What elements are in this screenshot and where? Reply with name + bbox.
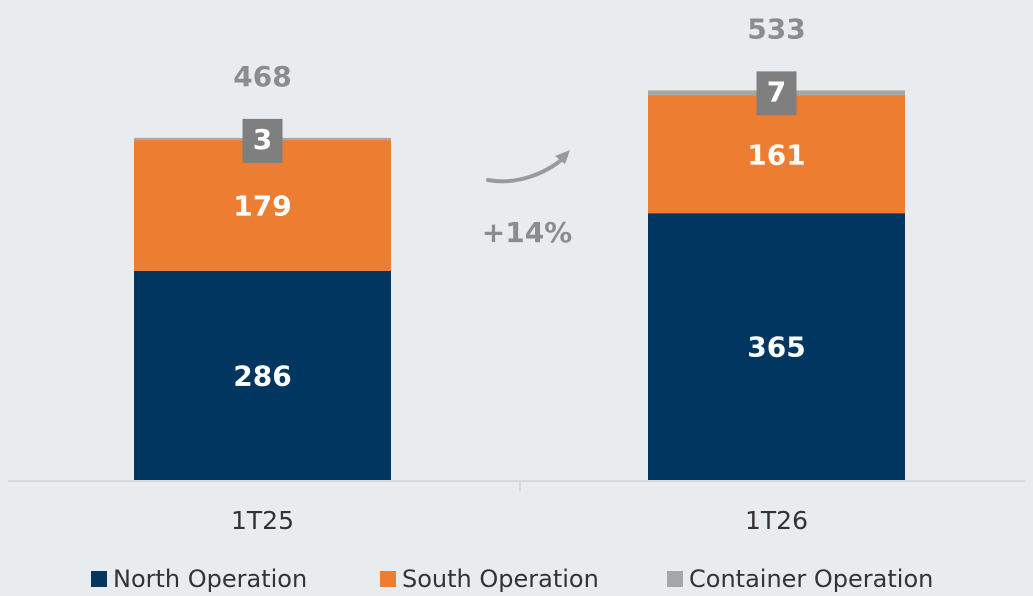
annotation: +14% <box>482 216 572 249</box>
legend-swatch <box>667 571 683 587</box>
growth-arrow <box>486 154 568 184</box>
bar-segment <box>134 270 391 480</box>
value-label: 3 <box>253 123 272 156</box>
legend-label: North Operation <box>113 565 307 593</box>
value-label-box <box>756 71 797 116</box>
x-tick-label: 1T26 <box>745 506 808 535</box>
value-label: 286 <box>233 359 291 392</box>
value-label-box <box>242 118 283 163</box>
value-label: 7 <box>767 75 786 108</box>
total-label: 468 <box>233 60 291 93</box>
value-label: 365 <box>747 331 805 364</box>
value-label: 179 <box>233 190 291 223</box>
legend-swatch <box>380 571 396 587</box>
total-label: 533 <box>747 12 805 45</box>
legend-label: South Operation <box>402 565 599 593</box>
legend-swatch <box>91 571 107 587</box>
bar-segment <box>648 213 905 480</box>
value-label: 161 <box>747 138 805 171</box>
growth-arrow-head <box>555 150 570 164</box>
x-tick-label: 1T25 <box>231 506 294 535</box>
legend-label: Container Operation <box>689 565 933 593</box>
